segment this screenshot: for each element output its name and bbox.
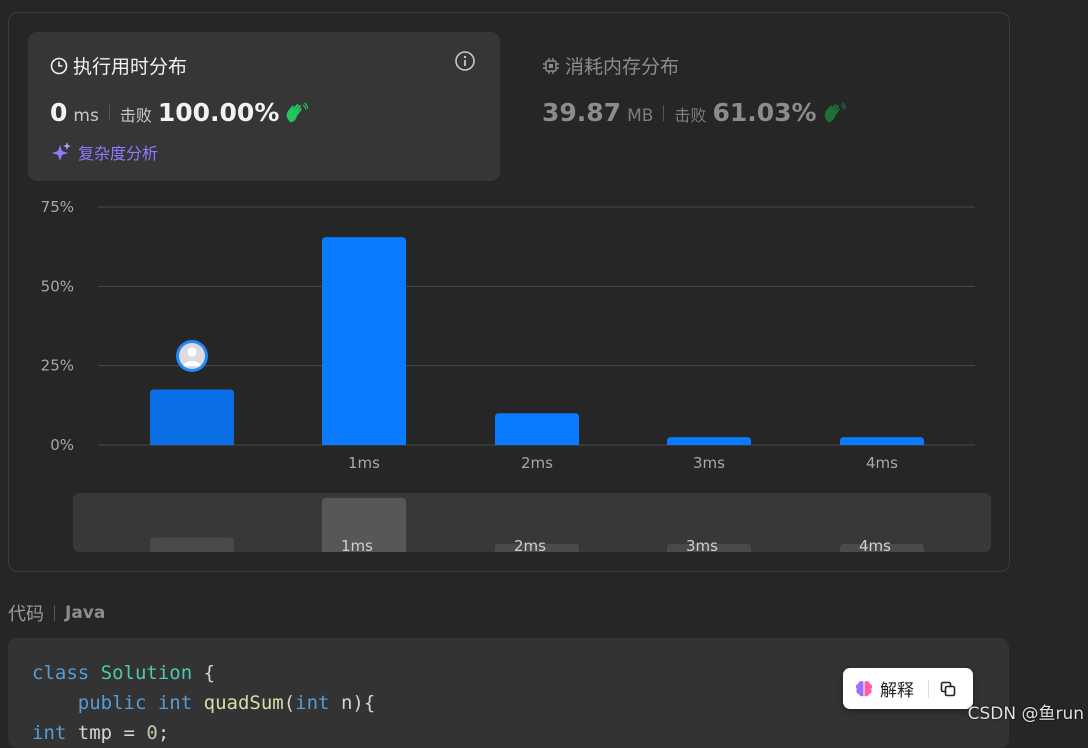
memory-value: 39.87: [542, 98, 622, 127]
code-line: int tmp = 0;: [32, 718, 375, 748]
runtime-metric: 0 ms 击败 100.00%: [50, 98, 309, 127]
code-token: ;: [157, 722, 170, 744]
y-tick-label: 25%: [41, 357, 74, 375]
code-token: n){: [329, 692, 376, 714]
result-panel: 执行用时分布 0 ms 击败 100.00% 复杂度分析: [8, 12, 1010, 572]
mini-tick-label: 1ms: [341, 537, 373, 555]
complexity-analysis-link[interactable]: 复杂度分析: [50, 140, 158, 164]
info-icon[interactable]: [454, 50, 476, 72]
mini-bar-0ms: [150, 537, 234, 552]
bar-2ms[interactable]: [495, 413, 579, 445]
code-content[interactable]: class Solution { public int quadSum(int …: [32, 658, 375, 748]
code-language: Java: [65, 603, 106, 623]
divider: [108, 104, 110, 121]
runtime-title: 执行用时分布: [50, 52, 187, 79]
divider: [663, 104, 665, 121]
code-token: [146, 692, 157, 714]
code-token: [89, 662, 100, 684]
clock-icon: [50, 57, 68, 74]
code-token: class: [32, 662, 90, 684]
chip-icon: [543, 57, 559, 74]
x-tick-label: 1ms: [348, 454, 380, 472]
memory-tab[interactable]: 消耗内存分布: [542, 52, 679, 79]
explain-button[interactable]: 解释: [880, 681, 914, 701]
x-tick-label: 3ms: [693, 454, 725, 472]
waving-hand-icon: [824, 102, 846, 122]
code-token: quadSum: [203, 692, 284, 714]
user-icon: [187, 347, 197, 357]
explain-toolbar: 解释: [843, 668, 973, 709]
sparkle-icon: [52, 142, 71, 161]
mini-tick-label: 4ms: [859, 537, 891, 555]
y-tick-label: 75%: [41, 198, 74, 216]
mini-tick-label: 3ms: [686, 537, 718, 555]
memory-title-text: 消耗内存分布: [565, 56, 680, 78]
code-token: public: [77, 692, 147, 714]
runtime-beats-value: 100.00%: [157, 98, 280, 127]
brain-icon: [855, 680, 873, 696]
bar-4ms[interactable]: [840, 437, 924, 445]
bar-1ms[interactable]: [322, 237, 406, 445]
bar-0ms[interactable]: [150, 389, 234, 445]
runtime-value: 0: [50, 98, 68, 127]
x-tick-label: 2ms: [521, 454, 553, 472]
memory-beats-label: 击败: [674, 106, 707, 125]
y-tick-label: 50%: [41, 277, 74, 295]
code-label: 代码: [8, 604, 44, 625]
waving-hand-icon: [287, 102, 309, 122]
runtime-distribution-chart[interactable]: 0% 25% 50% 75% 1ms 2ms 3ms 4ms 1ms 2ms 3ms 4ms: [0, 0, 1088, 570]
code-token: {: [192, 662, 216, 684]
code-token: int: [157, 692, 193, 714]
code-token: Solution: [100, 662, 193, 684]
code-line: class Solution {: [32, 658, 375, 688]
memory-beats-value: 61.03%: [712, 98, 817, 127]
x-tick-label: 4ms: [866, 454, 898, 472]
watermark: CSDN @鱼run: [967, 704, 1084, 724]
copy-icon[interactable]: [939, 680, 957, 698]
range-selector[interactable]: [73, 493, 991, 552]
divider: [54, 605, 55, 621]
code-line: public int quadSum(int n){: [32, 688, 376, 718]
code-token: [32, 692, 78, 714]
mini-bar-1ms: [322, 497, 406, 552]
code-token: 0: [146, 722, 158, 744]
bar-3ms[interactable]: [667, 437, 751, 445]
code-header: 代码 Java: [8, 600, 105, 626]
runtime-beats-label: 击败: [119, 106, 152, 125]
user-position-marker[interactable]: [176, 340, 208, 372]
mini-tick-label: 2ms: [514, 537, 546, 555]
code-token: int: [295, 692, 330, 714]
divider: [928, 679, 929, 698]
runtime-title-text: 执行用时分布: [73, 56, 188, 78]
mini-bar-3ms: [667, 544, 751, 552]
runtime-card[interactable]: 执行用时分布 0 ms 击败 100.00% 复杂度分析: [28, 32, 500, 181]
memory-metric: 39.87 MB 击败 61.03%: [542, 98, 846, 127]
mini-bar-4ms: [840, 544, 924, 552]
code-token: (: [283, 692, 296, 714]
code-token: tmp =: [66, 722, 147, 744]
memory-unit: MB: [627, 106, 654, 126]
complexity-analysis-text: 复杂度分析: [78, 144, 159, 163]
code-token: [192, 692, 203, 714]
y-tick-label: 0%: [50, 436, 74, 454]
runtime-unit: ms: [73, 106, 99, 126]
code-token: int: [32, 722, 67, 744]
mini-bar-2ms: [495, 543, 579, 552]
